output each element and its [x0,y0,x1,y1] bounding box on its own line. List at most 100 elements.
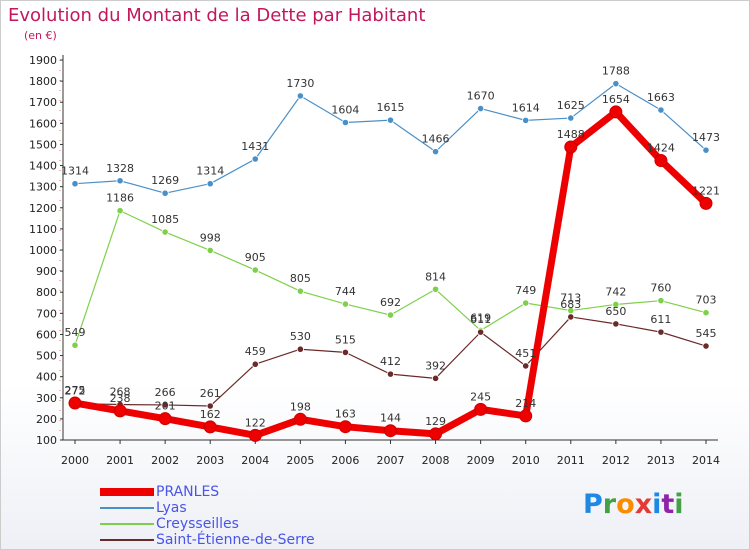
x-tick-label: 2004 [241,454,269,467]
y-tick-label: 1600 [29,117,57,130]
data-label: 412 [380,355,401,368]
y-tick-label: 100 [36,434,57,447]
data-point [338,420,352,434]
legend-item: Creysseilles [100,516,360,532]
x-tick-label: 2010 [512,454,540,467]
data-point [296,345,304,353]
data-point [477,328,485,336]
data-point [654,153,668,167]
x-tick-label: 2007 [377,454,405,467]
series-line-creysseilles [74,210,707,346]
data-point [702,146,710,154]
logo-letter: t [661,489,675,520]
data-label: 1488 [557,128,585,141]
legend-item: PRANLES [100,484,360,500]
data-label: 814 [425,270,446,283]
data-label: 268 [110,386,131,399]
data-label: 459 [245,345,266,358]
data-point [341,300,350,308]
data-point [68,396,82,410]
data-label: 1788 [602,65,630,78]
data-point [206,180,214,188]
data-point [477,104,485,113]
y-tick-label: 1800 [29,75,57,88]
data-label: 1625 [557,99,585,112]
x-tick-label: 2002 [151,454,179,467]
legend-label: Saint-Étienne-de-Serre [156,532,315,548]
data-label: 1663 [647,91,675,104]
data-label: 214 [515,397,536,410]
chart-title: Evolution du Montant de la Dette par Hab… [8,5,426,26]
logo-letter: o [616,489,635,520]
legend-label: PRANLES [156,484,220,500]
data-label: 530 [290,330,311,343]
data-point [386,311,395,319]
data-label: 1431 [241,140,269,153]
y-tick-label: 1700 [29,96,57,109]
data-label: 611 [650,313,671,326]
data-label: 515 [335,333,356,346]
y-tick-label: 200 [36,413,57,426]
data-point [522,362,530,370]
x-tick-label: 2005 [286,454,314,467]
data-label: 650 [605,305,626,318]
legend-label: Creysseilles [156,516,239,532]
data-point [431,148,440,156]
data-point [113,404,127,418]
data-label: 129 [425,415,446,428]
data-label: 245 [470,390,491,403]
data-label: 760 [650,282,671,295]
data-point [474,402,488,416]
data-label: 1466 [422,133,450,146]
data-point [116,177,124,185]
x-tick-label: 2001 [106,454,134,467]
legend: PRANLES Lyas Creysseilles Saint-Étienne-de-… [100,484,360,548]
y-tick-label: 1900 [29,54,57,67]
data-label: 392 [425,359,446,372]
y-tick-label: 1300 [29,181,57,194]
y-tick-label: 600 [36,328,57,341]
legend-label: Lyas [156,500,187,516]
y-tick-label: 400 [36,371,57,384]
data-point [161,401,169,409]
data-label: 144 [380,412,401,425]
data-point [251,360,259,368]
data-point [386,370,395,378]
y-tick-label: 1500 [29,138,57,151]
data-point [71,180,79,188]
x-tick-label: 2003 [196,454,224,467]
data-label: 451 [515,347,536,360]
data-point [206,402,214,410]
data-label: 266 [155,386,176,399]
logo-letter: i [652,489,662,520]
data-label: 1186 [106,192,134,205]
data-label: 1314 [196,165,224,178]
data-label: 1328 [106,162,134,175]
data-point [519,409,533,423]
legend-swatch [100,488,154,496]
data-label: 198 [290,400,311,413]
x-tick-label: 2008 [422,454,450,467]
x-tick-label: 2000 [61,454,89,467]
data-label: 1615 [377,101,405,114]
legend-swatch [100,539,154,541]
data-point [657,106,665,114]
x-tick-label: 2014 [692,454,720,467]
data-point [702,342,710,350]
data-point [699,196,713,210]
data-point [386,116,395,124]
y-tick-label: 900 [36,265,57,278]
data-label: 683 [560,298,581,311]
data-point [384,424,397,438]
data-point [431,285,440,293]
data-label: 238 [110,392,131,405]
data-point [522,116,530,124]
y-tick-label: 700 [36,307,57,320]
data-point [161,189,169,197]
data-point [567,313,575,321]
y-tick-label: 1000 [29,244,57,257]
data-label: 744 [335,285,356,298]
data-label: 1654 [602,93,630,106]
data-point [657,328,665,336]
